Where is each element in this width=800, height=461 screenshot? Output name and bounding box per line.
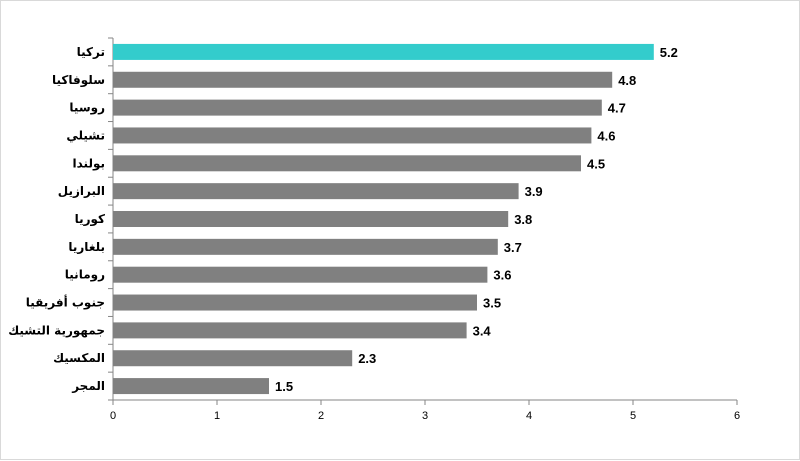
bar — [113, 294, 477, 311]
category-label: جنوب أفريقيا — [26, 295, 105, 311]
value-label: 3.5 — [483, 296, 501, 311]
bar — [113, 378, 269, 395]
value-label: 3.6 — [493, 268, 511, 283]
x-tick-label: 2 — [318, 410, 324, 422]
x-tick-label: 0 — [110, 410, 116, 422]
category-label: تركيا — [77, 45, 105, 59]
bar — [113, 99, 602, 116]
category-label: بلغاريا — [68, 240, 105, 254]
category-label: بولندا — [73, 156, 105, 171]
category-label: البرازيل — [58, 184, 105, 198]
category-label: المجر — [71, 379, 105, 393]
x-tick-label: 4 — [526, 410, 532, 422]
category-label: كوريا — [75, 212, 105, 227]
value-label: 3.4 — [473, 323, 492, 338]
x-tick-label: 5 — [630, 410, 636, 422]
value-label: 3.9 — [525, 184, 543, 199]
value-label: 4.5 — [587, 156, 605, 171]
bar — [113, 155, 581, 172]
value-label: 3.7 — [504, 240, 522, 255]
bar — [113, 183, 519, 200]
category-label: المكسيك — [53, 351, 105, 365]
value-label: 4.8 — [618, 73, 636, 88]
category-label: سلوفاكيا — [52, 73, 105, 88]
category-label: جمهورية التشيك — [8, 323, 105, 338]
bar — [113, 43, 654, 60]
value-label: 4.6 — [597, 128, 615, 143]
bar — [113, 71, 613, 88]
bar — [113, 350, 353, 367]
bar — [113, 211, 509, 227]
x-tick-label: 1 — [214, 410, 220, 422]
bar — [113, 266, 488, 283]
x-tick-label: 6 — [734, 410, 740, 422]
value-label: 1.5 — [275, 379, 293, 394]
bar — [113, 238, 498, 255]
value-label: 3.8 — [514, 212, 532, 227]
bar — [113, 127, 592, 144]
category-label: روسيا — [69, 101, 105, 116]
value-label: 4.7 — [608, 101, 626, 116]
category-label: تشيلي — [66, 128, 105, 142]
category-label: رومانيا — [65, 268, 105, 283]
bar — [113, 322, 467, 339]
value-label: 5.2 — [660, 45, 678, 60]
x-tick-label: 3 — [422, 410, 428, 422]
value-label: 2.3 — [358, 351, 376, 366]
